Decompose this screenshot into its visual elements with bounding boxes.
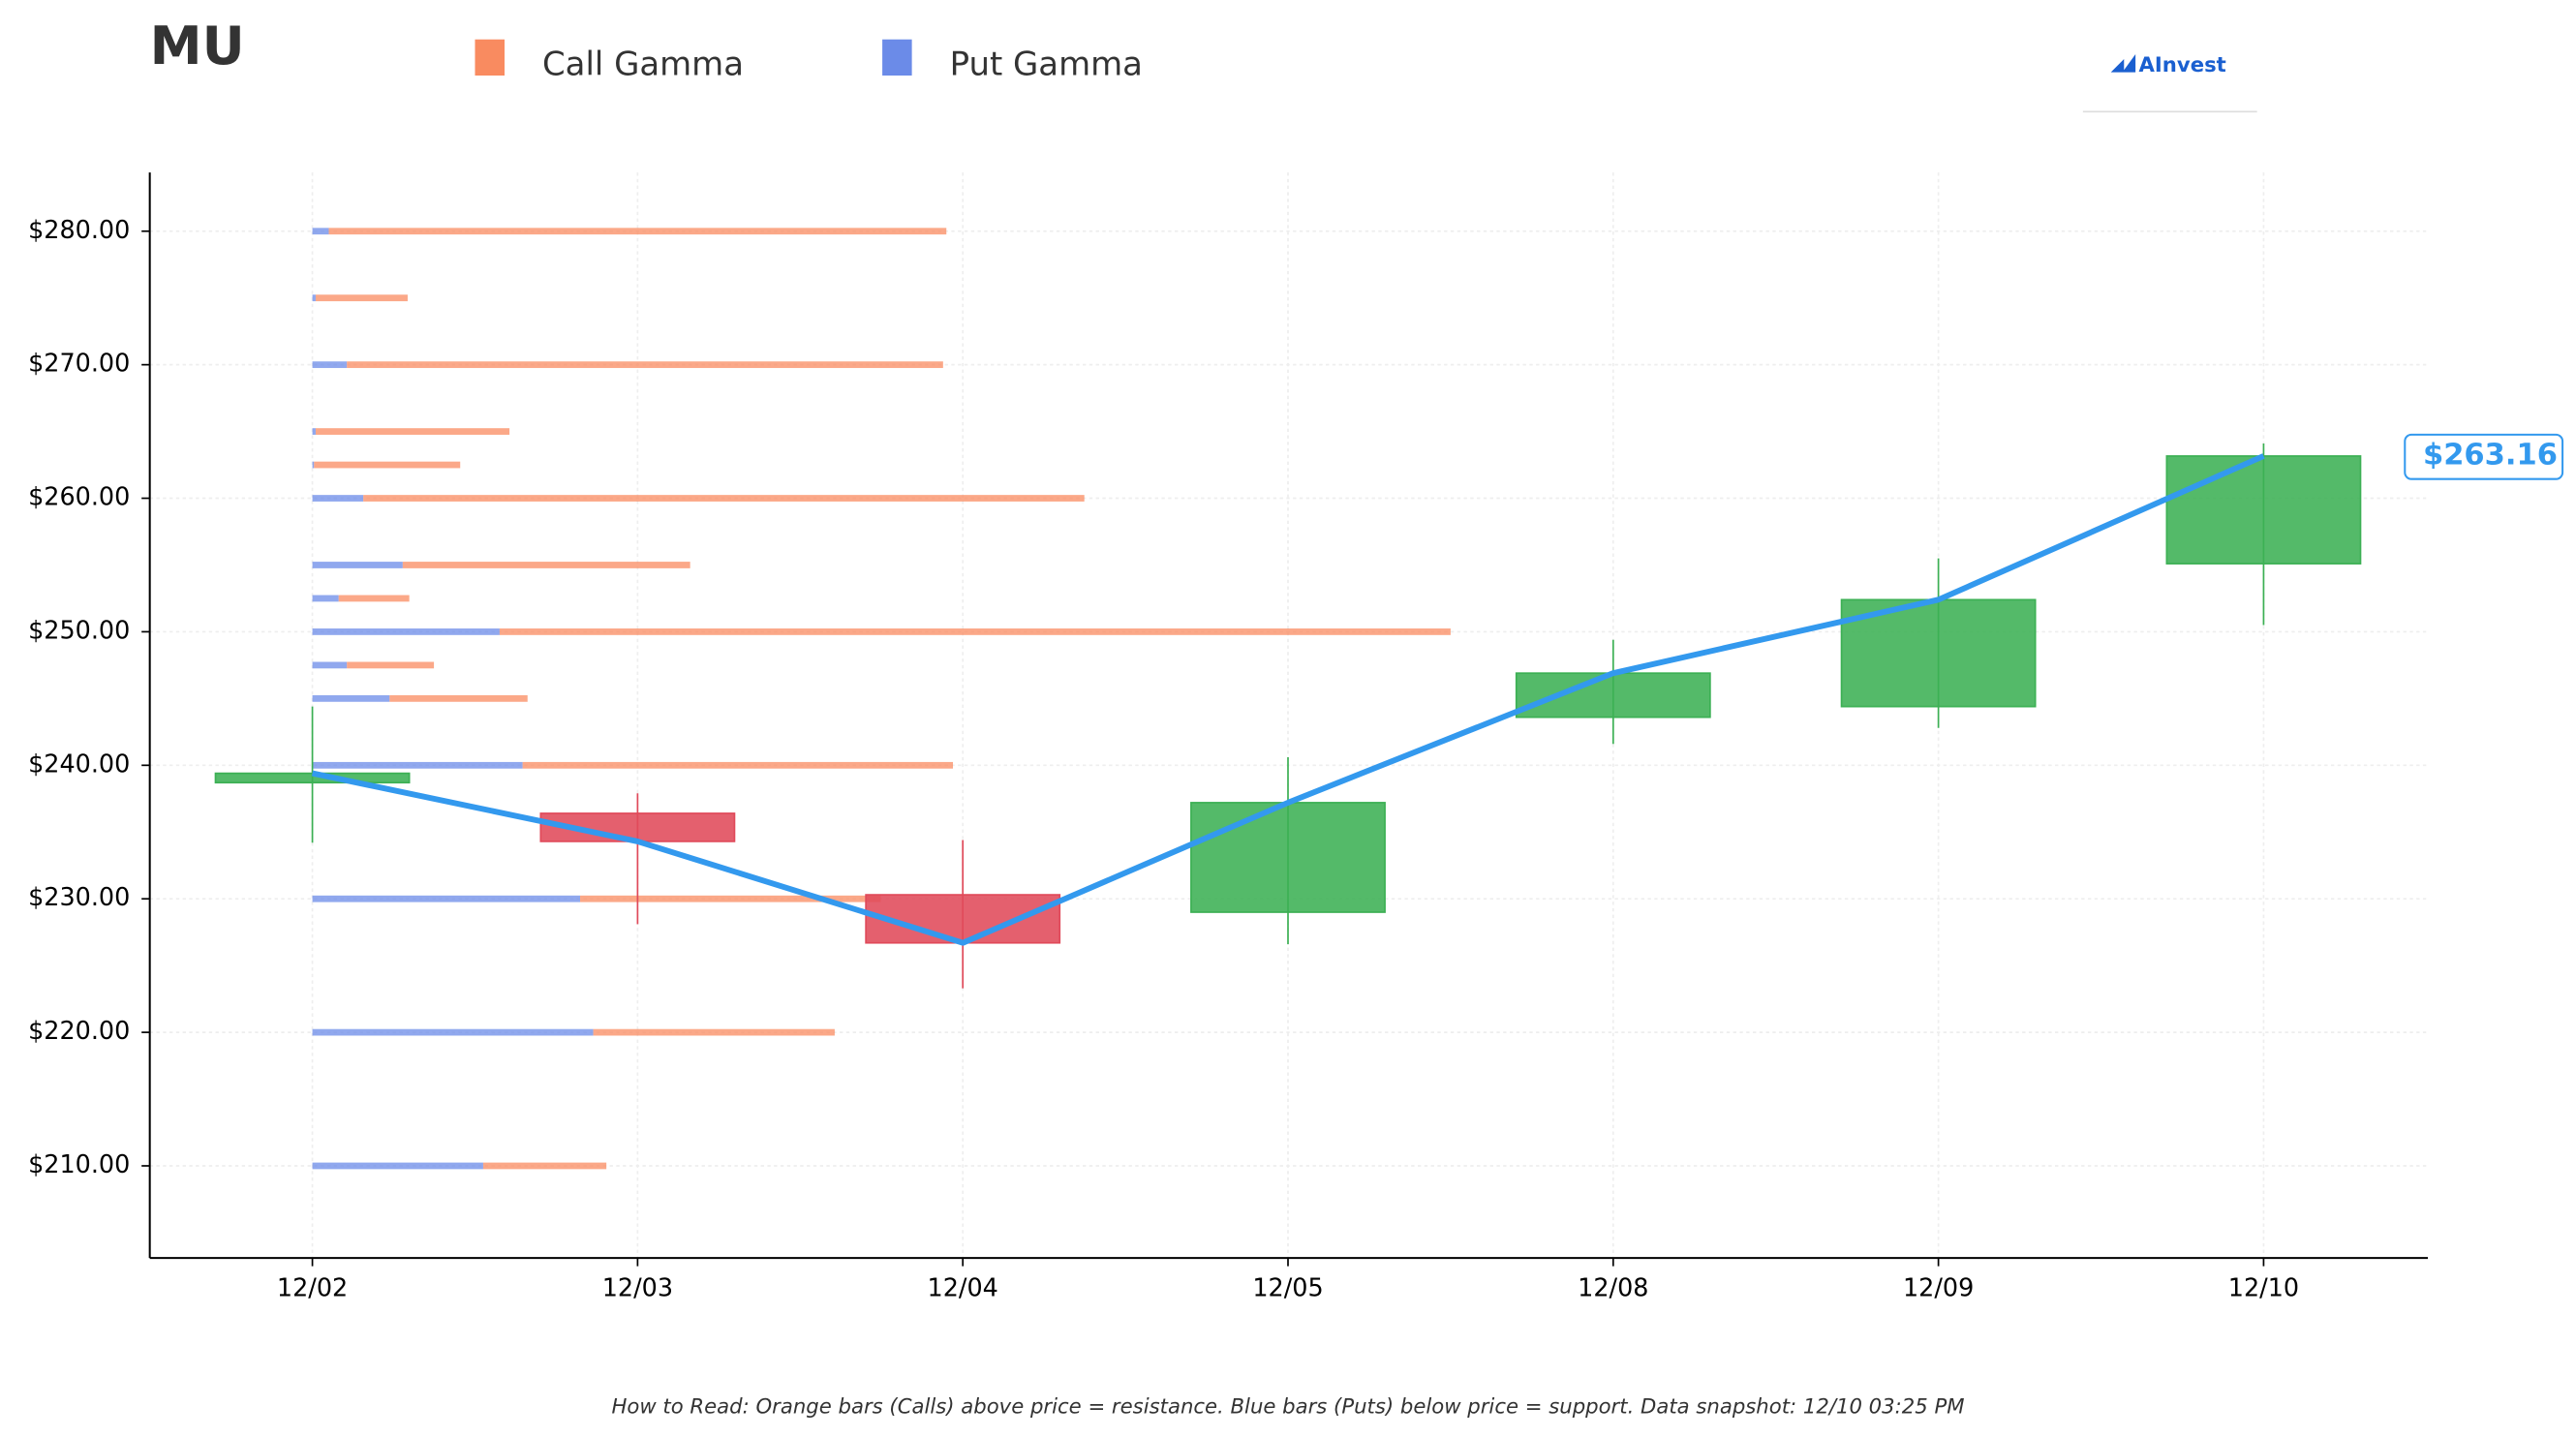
gamma-bar xyxy=(347,361,943,369)
legend-swatch xyxy=(882,39,912,76)
gamma-bar xyxy=(312,1162,483,1170)
gamma-bar xyxy=(580,895,881,902)
gamma-bar xyxy=(312,661,348,669)
legend-label: Put Gamma xyxy=(950,45,1143,82)
gamma-bar xyxy=(499,628,1451,635)
gamma-bar xyxy=(315,294,408,302)
gamma-bar xyxy=(314,461,461,469)
gamma-bar xyxy=(593,1028,835,1036)
y-tick-label: $260.00 xyxy=(28,482,130,511)
gamma-bar xyxy=(312,461,315,469)
logo: AInvest xyxy=(2082,52,2257,113)
gamma-bar xyxy=(363,495,1085,502)
chart-title: MU xyxy=(150,15,245,76)
y-tick-label: $280.00 xyxy=(28,215,130,244)
gamma-bar xyxy=(312,595,339,602)
close-line xyxy=(311,453,2265,946)
x-tick-label: 12/10 xyxy=(2228,1272,2299,1301)
x-tick-label: 12/02 xyxy=(277,1272,348,1301)
legend-label: Call Gamma xyxy=(542,45,744,82)
logo-text: AInvest xyxy=(2139,52,2226,76)
gamma-bar xyxy=(312,361,348,369)
gamma-bar xyxy=(312,761,523,769)
x-tick-label: 12/08 xyxy=(1578,1272,1648,1301)
gamma-bar xyxy=(482,1162,607,1170)
gamma-bar xyxy=(312,294,316,302)
y-tick-label: $240.00 xyxy=(28,749,130,778)
candle-body xyxy=(1515,672,1711,718)
candle-body xyxy=(2165,455,2362,565)
y-tick-label: $220.00 xyxy=(28,1016,130,1045)
gamma-bar xyxy=(312,428,316,435)
x-tick-label: 12/04 xyxy=(928,1272,998,1301)
gamma-bar xyxy=(315,428,510,435)
legend-swatch xyxy=(475,39,506,76)
logo-icon xyxy=(2110,53,2136,73)
gamma-bar xyxy=(389,694,528,702)
gamma-bar xyxy=(328,228,947,235)
gamma-bar xyxy=(312,628,500,635)
y-tick-label: $270.00 xyxy=(28,349,130,378)
gamma-bar xyxy=(312,1028,594,1036)
gamma-bar xyxy=(402,562,690,568)
gamma-bar xyxy=(312,562,403,568)
x-tick-label: 12/09 xyxy=(1903,1272,1974,1301)
price-label: $263.16 xyxy=(2423,438,2558,472)
gamma-bar xyxy=(312,495,364,502)
gamma-bar xyxy=(522,761,954,769)
y-tick-label: $250.00 xyxy=(28,615,130,644)
gamma-bar xyxy=(338,595,410,602)
footnote: How to Read: Orange bars (Calls) above p… xyxy=(611,1393,1964,1418)
x-tick-label: 12/03 xyxy=(602,1272,673,1301)
gamma-bar xyxy=(312,694,390,702)
y-tick-label: $230.00 xyxy=(28,882,130,911)
gamma-bar xyxy=(312,895,581,902)
gamma-bar xyxy=(347,661,435,669)
gamma-bar xyxy=(312,228,329,235)
x-tick-label: 12/05 xyxy=(1252,1272,1323,1301)
candle-body xyxy=(1840,598,2037,708)
y-tick-label: $210.00 xyxy=(28,1149,130,1178)
price-label-box xyxy=(2404,433,2564,480)
candle-body xyxy=(1190,802,1386,913)
candle-body xyxy=(865,894,1061,944)
